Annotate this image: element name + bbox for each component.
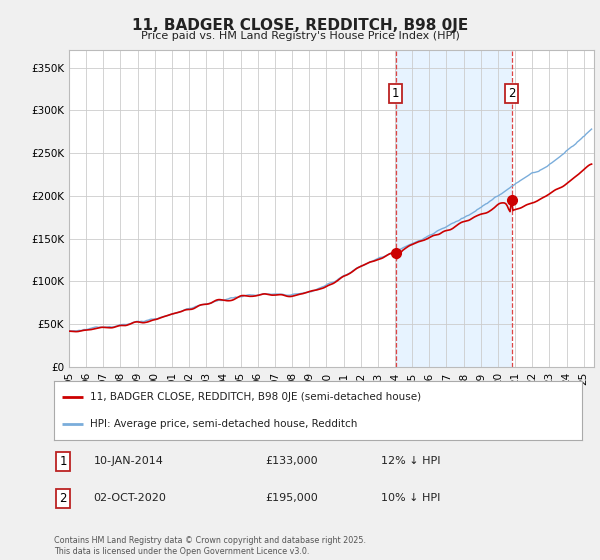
Text: 12% ↓ HPI: 12% ↓ HPI bbox=[382, 456, 441, 466]
Text: 1: 1 bbox=[59, 455, 67, 468]
Text: 2: 2 bbox=[59, 492, 67, 505]
Text: 10% ↓ HPI: 10% ↓ HPI bbox=[382, 493, 441, 503]
Bar bbox=[395, 50, 512, 367]
Text: 11, BADGER CLOSE, REDDITCH, B98 0JE (semi-detached house): 11, BADGER CLOSE, REDDITCH, B98 0JE (sem… bbox=[90, 391, 421, 402]
Text: £195,000: £195,000 bbox=[265, 493, 318, 503]
Text: 10-JAN-2014: 10-JAN-2014 bbox=[94, 456, 163, 466]
Text: 02-OCT-2020: 02-OCT-2020 bbox=[94, 493, 166, 503]
Text: Price paid vs. HM Land Registry's House Price Index (HPI): Price paid vs. HM Land Registry's House … bbox=[140, 31, 460, 41]
Text: £133,000: £133,000 bbox=[265, 456, 318, 466]
Text: Contains HM Land Registry data © Crown copyright and database right 2025.
This d: Contains HM Land Registry data © Crown c… bbox=[54, 536, 366, 556]
Text: HPI: Average price, semi-detached house, Redditch: HPI: Average price, semi-detached house,… bbox=[90, 419, 357, 429]
Text: 2: 2 bbox=[508, 87, 515, 100]
Text: 11, BADGER CLOSE, REDDITCH, B98 0JE: 11, BADGER CLOSE, REDDITCH, B98 0JE bbox=[132, 18, 468, 33]
Text: 1: 1 bbox=[392, 87, 400, 100]
